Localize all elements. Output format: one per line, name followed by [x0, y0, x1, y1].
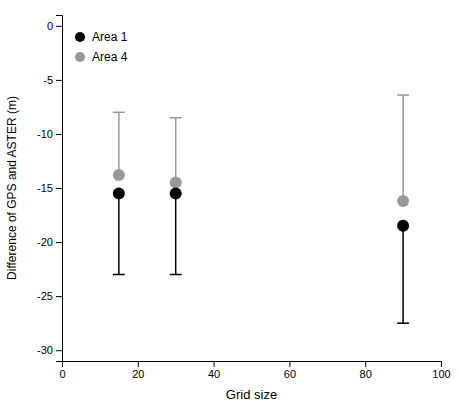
plot-root: 0 20 40 60 80 100 0 -5 -10 -15 -20 -25 -30 Grid size D… [5, 16, 451, 403]
x-tick-mark [289, 361, 290, 367]
y-tick-mark [56, 26, 62, 27]
point [170, 177, 182, 189]
x-axis: 0 20 40 60 80 100 [59, 361, 450, 380]
y-tick-label: -25 [37, 290, 53, 302]
error-bar [118, 112, 120, 175]
y-tick-mark [56, 80, 62, 81]
legend-label: Area 1 [92, 30, 128, 44]
y-tick: -10 [37, 128, 62, 140]
y-tick: -30 [37, 344, 62, 356]
y-tick-mark [56, 242, 62, 243]
x-tick-label: 40 [208, 368, 220, 380]
y-tick-label: 0 [47, 20, 53, 32]
x-tick-label: 80 [360, 368, 372, 380]
error-bar [175, 118, 177, 183]
x-tick: 60 [284, 361, 296, 380]
y-tick: -20 [37, 236, 62, 248]
point [397, 220, 409, 232]
error-bar [402, 226, 404, 323]
legend-item: Area 4 [75, 50, 128, 64]
y-tick: -15 [37, 182, 62, 194]
error-cap [170, 274, 182, 276]
x-axis-title: Grid size [226, 387, 277, 402]
y-tick-mark [56, 350, 62, 351]
x-tick-mark [441, 361, 442, 367]
y-tick: -5 [43, 74, 62, 86]
error-cap [113, 274, 125, 276]
point [113, 169, 125, 181]
error-bar [175, 193, 177, 274]
chart: 0 20 40 60 80 100 0 -5 -10 -15 -20 -25 -30 Grid size D… [0, 0, 459, 409]
y-tick-label: -10 [37, 128, 53, 140]
x-axis-line [63, 362, 442, 368]
error-cap [397, 94, 409, 96]
error-cap [397, 322, 409, 324]
y-tick-label: -15 [37, 182, 53, 194]
x-tick-label: 0 [59, 368, 65, 380]
x-tick: 0 [59, 361, 65, 380]
error-cap [113, 112, 125, 114]
x-tick-label: 60 [284, 368, 296, 380]
y-tick-mark [56, 134, 62, 135]
legend-item: Area 1 [75, 30, 128, 44]
marks [113, 95, 409, 323]
x-tick-label: 20 [132, 368, 144, 380]
x-tick-label: 100 [432, 368, 450, 380]
y-axis-title: Difference of GPS and ASTER (m) [5, 96, 19, 280]
x-tick: 80 [360, 361, 372, 380]
error-cap [170, 117, 182, 119]
x-tick: 20 [132, 361, 144, 380]
legend-marker [75, 32, 85, 42]
x-tick: 100 [432, 361, 450, 380]
x-tick-mark [138, 361, 139, 367]
x-tick-mark [365, 361, 366, 367]
y-tick-mark [56, 188, 62, 189]
y-axis-line [56, 16, 63, 362]
x-tick-mark [214, 361, 215, 367]
point [113, 187, 125, 199]
y-axis: 0 -5 -10 -15 -20 -25 -30 [37, 16, 62, 362]
y-tick-mark [56, 296, 62, 297]
point [170, 187, 182, 199]
legend-background [70, 23, 150, 71]
x-tick: 40 [208, 361, 220, 380]
legend-label: Area 4 [92, 50, 128, 64]
series [113, 95, 409, 207]
legend-marker [75, 52, 85, 62]
y-tick: 0 [47, 20, 62, 32]
error-bar [402, 95, 404, 201]
y-tick-label: -20 [37, 236, 53, 248]
y-tick-label: -30 [37, 344, 53, 356]
point [397, 195, 409, 207]
legend: Area 1 Area 4 [70, 23, 150, 71]
y-tick-label: -5 [43, 74, 53, 86]
error-bar [118, 193, 120, 274]
y-tick: -25 [37, 290, 62, 302]
series [113, 187, 409, 323]
